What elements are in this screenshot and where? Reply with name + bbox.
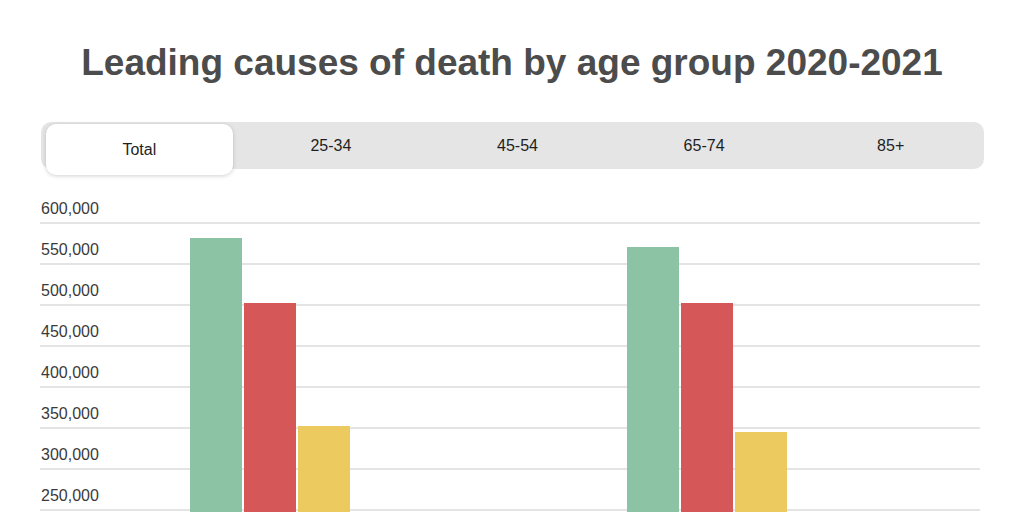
gridline: [40, 304, 980, 306]
tab-total[interactable]: Total: [46, 124, 233, 175]
bar-yellow-group1: [298, 426, 350, 512]
y-tick-label: 450,000: [41, 323, 99, 341]
bar-chart: 600,000 550,000 500,000 450,000 400,000 350,0…: [40, 0, 980, 512]
gridline: [40, 386, 980, 388]
bar-yellow-group2: [735, 432, 787, 512]
gridline: [40, 468, 980, 470]
bar-green-group2: [627, 247, 679, 512]
y-tick-label: 300,000: [41, 446, 99, 464]
y-tick-label: 550,000: [41, 241, 99, 259]
y-tick-label: 400,000: [41, 364, 99, 382]
gridline: [40, 263, 980, 265]
gridline: [40, 222, 980, 224]
gridline: [40, 509, 980, 511]
bar-red-group1: [244, 303, 296, 512]
y-tick-label: 250,000: [41, 487, 99, 505]
y-tick-label: 350,000: [41, 405, 99, 423]
bar-red-group2: [681, 303, 733, 512]
y-tick-label: 600,000: [41, 200, 99, 218]
bar-green-group1: [190, 238, 242, 512]
gridline: [40, 345, 980, 347]
y-tick-label: 500,000: [41, 282, 99, 300]
gridline: [40, 427, 980, 429]
